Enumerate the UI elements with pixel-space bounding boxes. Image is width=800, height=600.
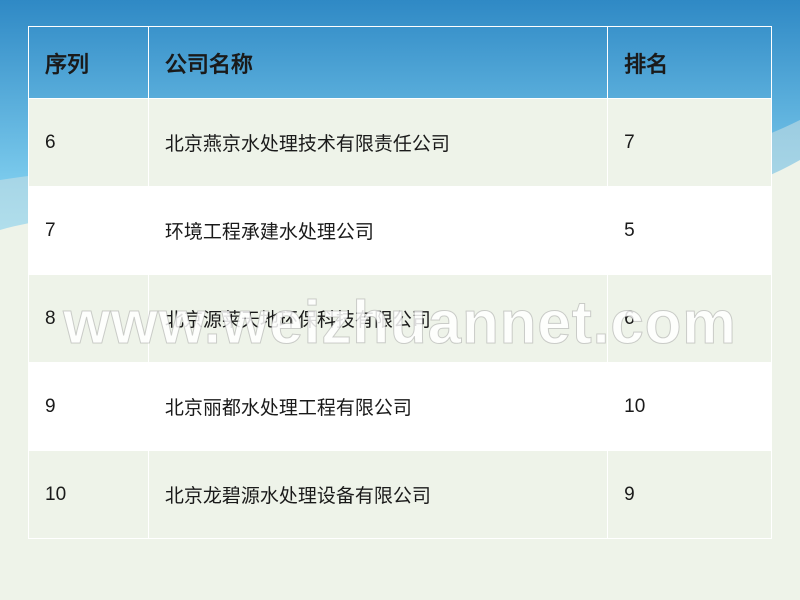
table-row: 7环境工程承建水处理公司5	[29, 187, 772, 275]
cell-rank: 9	[608, 451, 772, 539]
cell-seq: 8	[29, 275, 149, 363]
header-seq: 序列	[29, 27, 149, 99]
table-row: 9北京丽都水处理工程有限公司10	[29, 363, 772, 451]
cell-rank: 6	[608, 275, 772, 363]
table-header-row: 序列 公司名称 排名	[29, 27, 772, 99]
cell-seq: 10	[29, 451, 149, 539]
header-name: 公司名称	[148, 27, 607, 99]
cell-name: 北京燕京水处理技术有限责任公司	[148, 99, 607, 187]
table-container: 序列 公司名称 排名 6北京燕京水处理技术有限责任公司77环境工程承建水处理公司…	[28, 26, 772, 539]
company-table: 序列 公司名称 排名 6北京燕京水处理技术有限责任公司77环境工程承建水处理公司…	[28, 26, 772, 539]
cell-seq: 9	[29, 363, 149, 451]
cell-name: 北京丽都水处理工程有限公司	[148, 363, 607, 451]
table-row: 10北京龙碧源水处理设备有限公司9	[29, 451, 772, 539]
cell-name: 北京龙碧源水处理设备有限公司	[148, 451, 607, 539]
cell-name: 环境工程承建水处理公司	[148, 187, 607, 275]
cell-seq: 6	[29, 99, 149, 187]
table-row: 6北京燕京水处理技术有限责任公司7	[29, 99, 772, 187]
cell-rank: 7	[608, 99, 772, 187]
header-rank: 排名	[608, 27, 772, 99]
cell-rank: 10	[608, 363, 772, 451]
cell-seq: 7	[29, 187, 149, 275]
cell-rank: 5	[608, 187, 772, 275]
table-row: 8北京源莱天地环保科技有限公司6	[29, 275, 772, 363]
cell-name: 北京源莱天地环保科技有限公司	[148, 275, 607, 363]
